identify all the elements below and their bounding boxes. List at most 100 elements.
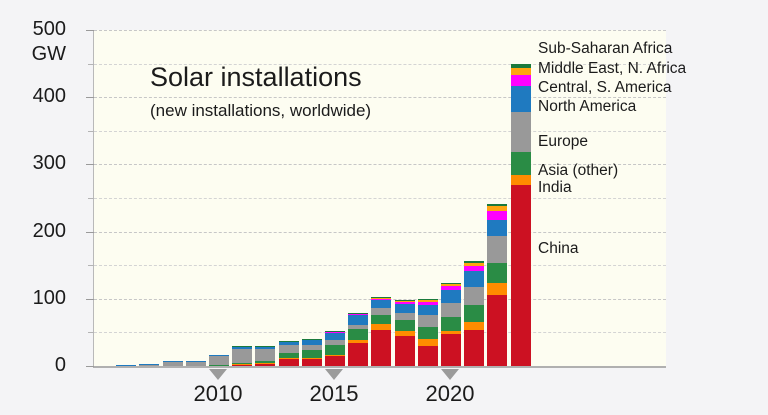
bar-segment <box>487 204 508 207</box>
y-axis-minor-tick <box>88 130 94 132</box>
bar-segment <box>209 364 229 366</box>
y-axis-tick-label: 100 <box>32 286 66 309</box>
bar-segment <box>487 282 508 295</box>
bar-segment <box>371 300 392 309</box>
y-axis-tick-label: 0 <box>54 354 66 376</box>
gridline <box>94 130 666 132</box>
bar-segment <box>487 294 508 366</box>
x-axis-tick-marker <box>209 369 227 380</box>
bar-2019 <box>417 299 438 366</box>
bar-segment <box>417 345 438 366</box>
bar-2018 <box>394 299 415 366</box>
bar-segment <box>441 316 461 331</box>
bar-segment <box>185 360 206 362</box>
bar-segment <box>487 206 508 212</box>
bar-segment <box>185 361 206 366</box>
bar-segment <box>255 347 276 350</box>
bar-segment <box>510 75 531 87</box>
bar-segment <box>278 357 299 359</box>
gridline <box>94 97 666 99</box>
bar-segment <box>371 297 392 299</box>
y-axis-tick-label: 500 <box>32 18 66 40</box>
bar-segment <box>487 262 508 283</box>
x-axis-tick-label: 2010 <box>193 381 243 406</box>
bar-segment <box>232 348 253 363</box>
bar-segment <box>348 325 369 330</box>
bar-segment <box>325 330 345 332</box>
bar-segment <box>510 86 531 112</box>
bar-segment <box>325 331 345 332</box>
bar-segment <box>394 300 415 303</box>
bar-2013 <box>278 340 299 366</box>
bar-2015 <box>325 330 345 366</box>
bar-2020 <box>441 283 461 366</box>
series-label-central-s-america: Central, S. America <box>538 79 672 96</box>
series-label-sub-saharan-africa: Sub-Saharan Africa <box>538 40 673 57</box>
series-label-europe: Europe <box>538 133 588 150</box>
bar-segment <box>441 303 461 317</box>
y-axis-minor-tick <box>88 198 94 199</box>
bar-segment <box>278 352 299 358</box>
bar-segment <box>464 261 485 263</box>
y-axis-tick <box>86 298 94 300</box>
bar-2016 <box>348 312 369 366</box>
bar-segment <box>162 362 183 366</box>
series-label-asia-other: Asia (other) <box>538 162 619 179</box>
bar-segment <box>348 314 369 315</box>
bar-segment <box>209 355 229 365</box>
bar-2022 <box>487 204 508 366</box>
bar-segment <box>348 314 369 326</box>
bar-2009 <box>185 360 206 366</box>
bar-segment <box>139 364 160 366</box>
bar-segment <box>417 299 438 300</box>
bar-segment <box>417 314 438 328</box>
bar-segment <box>510 64 531 68</box>
bar-segment <box>417 327 438 340</box>
bar-segment <box>325 354 345 356</box>
gridline <box>94 231 666 233</box>
bar-segment <box>325 331 345 333</box>
y-axis-minor-tick <box>88 63 94 65</box>
bar-segment <box>510 175 531 185</box>
series-label-india: India <box>538 179 572 196</box>
bar-segment <box>325 339 345 346</box>
bar-segment <box>394 302 415 305</box>
bar-segment <box>394 319 415 331</box>
bar-segment <box>139 364 160 365</box>
bar-segment <box>417 301 438 305</box>
bar-segment <box>278 340 299 342</box>
bar-segment <box>441 283 461 285</box>
bar-segment <box>441 333 461 366</box>
bar-segment <box>510 184 531 366</box>
bar-segment <box>301 358 322 366</box>
bar-segment <box>394 312 415 320</box>
bar-2021 <box>464 261 485 366</box>
bar-segment <box>162 361 183 363</box>
bar-2007 <box>139 364 160 366</box>
gridline <box>94 164 666 166</box>
gridline <box>94 30 666 31</box>
bar-segment <box>301 338 322 340</box>
y-axis-minor-tick <box>88 332 94 334</box>
gridline <box>94 198 666 199</box>
bar-segment <box>464 287 485 305</box>
bar-segment <box>348 340 369 343</box>
bar-2023 <box>510 64 531 366</box>
bar-2006 <box>116 364 137 366</box>
bar-segment <box>441 284 461 287</box>
bar-segment <box>464 304 485 322</box>
series-label-middle-east-n-africa: Middle East, N. Africa <box>538 60 687 77</box>
bar-segment <box>371 299 392 301</box>
bar-segment <box>255 349 276 361</box>
bar-2008 <box>162 361 183 366</box>
bar-2010 <box>209 354 229 366</box>
bar-segment <box>371 308 392 315</box>
bar-segment <box>301 345 322 351</box>
bar-segment <box>255 346 276 347</box>
bar-segment <box>487 219 508 236</box>
bar-segment <box>464 270 485 288</box>
y-axis-unit-label: GW <box>31 43 66 65</box>
bar-segment <box>116 365 137 366</box>
bar-segment <box>371 298 392 300</box>
bar-segment <box>371 330 392 366</box>
